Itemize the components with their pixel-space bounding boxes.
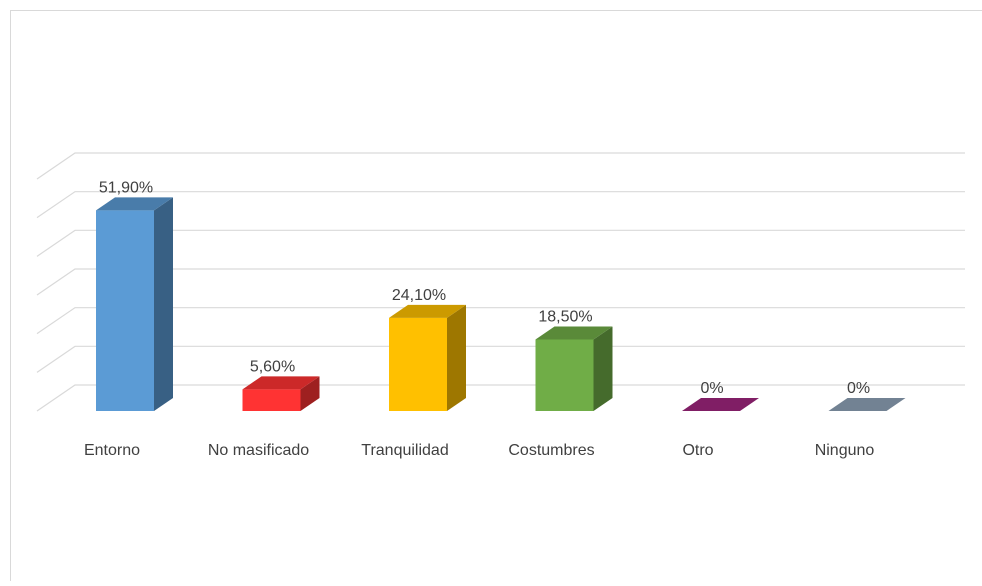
x-tick-label: Tranquilidad [361, 442, 448, 459]
bar-side [594, 326, 613, 411]
data-label: 51,90% [99, 180, 153, 197]
bar-side [447, 305, 466, 411]
data-label: 5,60% [250, 359, 295, 376]
bar [96, 197, 173, 411]
bar [243, 376, 320, 411]
bar [389, 305, 466, 411]
bar-front [96, 210, 154, 411]
data-label: 18,50% [538, 309, 592, 326]
data-label: 0% [700, 380, 723, 397]
bar-front [389, 318, 447, 411]
bar-front [536, 339, 594, 411]
x-tick-label: No masificado [208, 442, 309, 459]
bar-side [154, 197, 173, 411]
x-tick-label: Entorno [84, 442, 140, 459]
bar [536, 326, 613, 411]
x-tick-label: Otro [682, 442, 713, 459]
x-tick-label: Ninguno [815, 442, 875, 459]
data-label: 24,10% [392, 287, 446, 304]
x-tick-label: Costumbres [508, 442, 594, 459]
bar-front [243, 389, 301, 411]
data-label: 0% [847, 380, 870, 397]
